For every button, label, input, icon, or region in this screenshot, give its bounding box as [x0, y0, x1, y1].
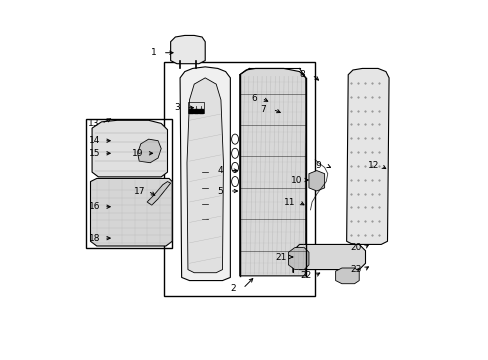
Polygon shape	[180, 67, 230, 280]
Text: 10: 10	[290, 176, 302, 185]
Polygon shape	[147, 181, 170, 205]
Polygon shape	[293, 244, 365, 273]
Ellipse shape	[231, 134, 238, 144]
Polygon shape	[239, 68, 305, 276]
Bar	[187, 102, 203, 113]
Text: 19: 19	[132, 149, 143, 158]
Text: 22: 22	[300, 271, 311, 280]
Text: 8: 8	[299, 70, 305, 79]
Text: 17: 17	[133, 186, 144, 195]
Text: 11: 11	[284, 198, 295, 207]
Text: 5: 5	[217, 186, 223, 195]
Text: 9: 9	[315, 161, 321, 170]
Text: 7: 7	[260, 105, 265, 114]
Polygon shape	[92, 120, 167, 177]
Text: 3: 3	[174, 103, 180, 112]
Text: 4: 4	[217, 166, 223, 175]
Text: 21: 21	[274, 252, 286, 261]
Polygon shape	[137, 139, 161, 163]
Polygon shape	[335, 268, 359, 284]
Ellipse shape	[231, 162, 238, 172]
Polygon shape	[288, 248, 308, 270]
Text: 1: 1	[150, 48, 156, 57]
Polygon shape	[346, 68, 388, 244]
Bar	[164, 62, 315, 296]
Text: 6: 6	[250, 94, 256, 103]
Text: 14: 14	[89, 136, 100, 145]
Text: 12: 12	[367, 161, 378, 170]
Text: 23: 23	[350, 265, 361, 274]
Polygon shape	[186, 78, 223, 273]
Text: 15: 15	[89, 149, 100, 158]
Polygon shape	[170, 35, 205, 64]
Ellipse shape	[231, 176, 238, 186]
Polygon shape	[90, 179, 172, 246]
Text: 16: 16	[89, 202, 100, 211]
Polygon shape	[308, 171, 324, 191]
Text: 2: 2	[230, 284, 236, 293]
Text: 13: 13	[88, 119, 99, 128]
Bar	[85, 119, 172, 248]
Text: 20: 20	[350, 243, 361, 252]
Ellipse shape	[231, 148, 238, 158]
Text: 18: 18	[89, 234, 100, 243]
